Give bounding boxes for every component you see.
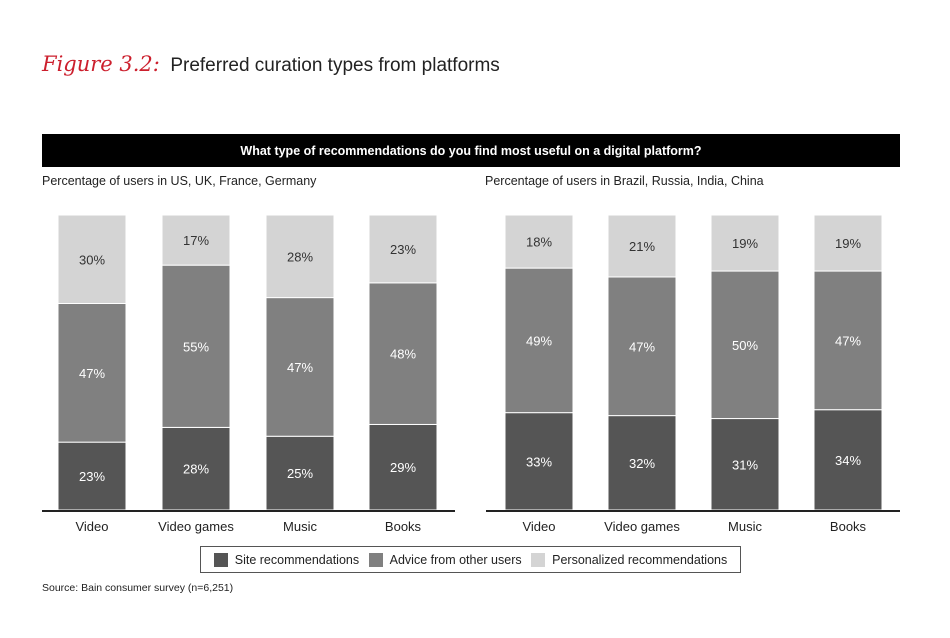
legend-swatch-personalized (531, 552, 546, 567)
data-label: 32% (629, 456, 655, 471)
source-note: Source: Bain consumer survey (n=6,251) (42, 582, 234, 594)
legend-swatch-site (213, 552, 228, 567)
bar-segment-advice (607, 276, 677, 417)
data-label: 49% (526, 333, 552, 348)
data-label: 47% (629, 339, 655, 354)
bar-segment-advice (161, 264, 231, 428)
data-label: 55% (183, 339, 209, 354)
data-label: 19% (835, 236, 861, 251)
bar-segment-advice (813, 270, 883, 411)
data-label: 25% (287, 466, 313, 481)
bar-segment-site (161, 426, 231, 511)
data-label: 19% (732, 236, 758, 251)
bar-segment-advice (57, 303, 127, 443)
figure-label: Figure 3.2: (42, 52, 160, 76)
bar-segment-personalized (368, 214, 438, 284)
category-label: Books (385, 519, 422, 534)
bar-segment-advice (368, 282, 438, 425)
data-label: 28% (183, 462, 209, 477)
bar-segment-site (813, 409, 883, 511)
question-banner: What type of recommendations do you find… (42, 134, 900, 167)
data-label: 47% (287, 360, 313, 375)
data-label: 17% (183, 233, 209, 248)
category-label: Video (75, 519, 108, 534)
bar-segment-site (57, 441, 127, 511)
data-label: 47% (79, 366, 105, 381)
category-label: Video (522, 519, 555, 534)
data-label: 23% (79, 469, 105, 484)
bar-segment-personalized (607, 214, 677, 278)
category-label: Music (283, 519, 317, 534)
category-label: Books (830, 519, 867, 534)
bar-segment-advice (710, 270, 780, 420)
data-label: 28% (287, 249, 313, 264)
category-label: Music (728, 519, 762, 534)
bar-segment-site (265, 435, 335, 511)
legend-swatch-advice (368, 552, 383, 567)
bar-segment-personalized (57, 214, 127, 304)
bar-segment-personalized (504, 214, 574, 269)
category-label: Video games (604, 519, 680, 534)
data-label: 21% (629, 239, 655, 254)
legend: Site recommendations Advice from other u… (200, 546, 741, 573)
data-label: 47% (835, 333, 861, 348)
data-label: 33% (526, 454, 552, 469)
bar-segment-site (368, 423, 438, 511)
right-chart-subtitle: Percentage of users in Brazil, Russia, I… (485, 174, 764, 188)
legend-label-advice: Advice from other users (389, 552, 522, 567)
bar-segment-site (710, 418, 780, 511)
figure-title: Figure 3.2: Preferred curation types fro… (42, 52, 500, 86)
legend-item-personalized: Personalized recommendations (531, 552, 728, 567)
bar-segment-personalized (710, 214, 780, 272)
bar-segment-personalized (265, 214, 335, 299)
data-label: 23% (390, 242, 416, 257)
data-label: 50% (732, 338, 758, 353)
bar-segment-advice (504, 267, 574, 414)
figure-heading: Preferred curation types from platforms (170, 55, 500, 76)
data-label: 30% (79, 252, 105, 267)
bar-segment-site (504, 412, 574, 511)
bar-segment-site (607, 415, 677, 511)
category-label: Video games (158, 519, 234, 534)
legend-item-site: Site recommendations (213, 552, 360, 567)
data-label: 34% (835, 453, 861, 468)
bar-segment-personalized (813, 214, 883, 272)
legend-label-personalized: Personalized recommendations (552, 552, 728, 567)
data-label: 18% (526, 235, 552, 250)
left-chart-subtitle: Percentage of users in US, UK, France, G… (42, 174, 317, 188)
legend-label-site: Site recommendations (234, 552, 360, 567)
legend-item-advice: Advice from other users (368, 552, 522, 567)
bar-segment-personalized (161, 214, 231, 266)
data-label: 48% (390, 347, 416, 362)
data-label: 29% (390, 460, 416, 475)
data-label: 31% (732, 457, 758, 472)
